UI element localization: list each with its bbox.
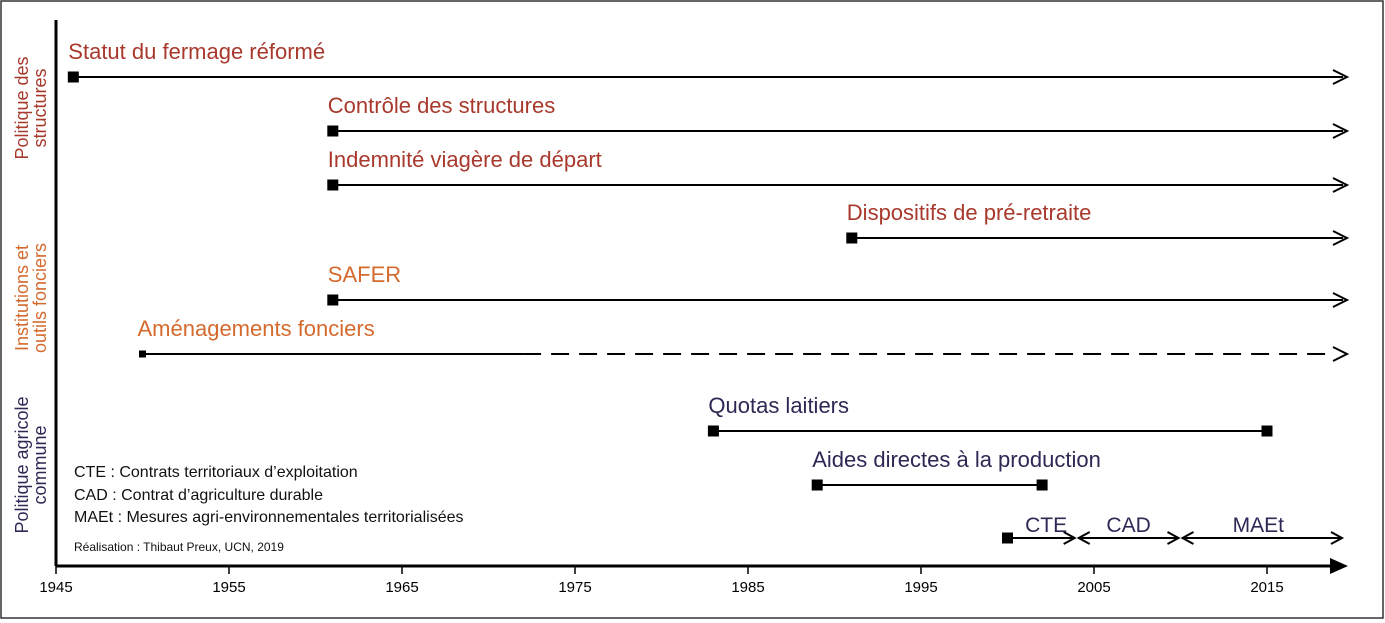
event-label-indemnite-viagere-de-depart: Indemnité viagère de départ <box>328 147 602 172</box>
event-bars: Statut du fermage réformé Contrôle des st… <box>67 39 1350 491</box>
period-right-arrow-maet <box>1330 531 1345 545</box>
event-arrowhead-safer <box>1332 292 1350 308</box>
event-start-marker-dispositifs-de-pre-retraite <box>846 232 858 244</box>
event-end-marker-quotas-laitiers <box>1261 425 1273 437</box>
event-arrowhead-indemnite-viagere-de-depart <box>1332 177 1350 193</box>
event-end-marker-aides-directes-a-la-production <box>1036 479 1048 491</box>
event-start-marker-statut-du-fermage-reforme <box>67 71 79 83</box>
period-bars: CTE CAD MAEt <box>1002 514 1345 545</box>
tick-label-1955: 1955 <box>212 579 245 596</box>
category-label-pac-line-1: commune <box>30 425 50 504</box>
tick-label-2015: 2015 <box>1250 579 1283 596</box>
event-start-marker-quotas-laitiers <box>707 425 719 437</box>
event-amenagements-fonciers: Aménagements fonciers <box>138 316 1350 362</box>
event-label-dispositifs-de-pre-retraite: Dispositifs de pré-retraite <box>847 200 1092 225</box>
event-label-quotas-laitiers: Quotas laitiers <box>708 393 849 418</box>
tick-label-1965: 1965 <box>385 579 418 596</box>
period-cad: CAD <box>1076 514 1181 545</box>
legend: CTE : Contrats territoriaux d’exploitati… <box>74 464 463 554</box>
period-start-marker-cte <box>1002 532 1013 544</box>
event-label-safer: SAFER <box>328 262 401 287</box>
event-label-controle-des-structures: Contrôle des structures <box>328 93 555 118</box>
event-dispositifs-de-pre-retraite: Dispositifs de pré-retraite <box>846 200 1350 246</box>
legend-line-cad: CAD : Contrat d’agriculture durable <box>74 487 323 504</box>
event-start-marker-safer <box>327 294 339 306</box>
category-label-structures-line-1: structures <box>30 68 50 147</box>
event-arrowhead-dispositifs-de-pre-retraite <box>1332 230 1350 246</box>
tick-label-2005: 2005 <box>1077 579 1110 596</box>
event-label-statut-du-fermage-reforme: Statut du fermage réformé <box>68 39 325 64</box>
legend-line-cte: CTE : Contrats territoriaux d’exploitati… <box>74 464 358 481</box>
category-label-foncier-line-0: Institutions et <box>12 245 32 351</box>
time-axis: 1945 1955 1965 1975 1985 1995 2005 2015 <box>39 558 1348 596</box>
event-start-marker-amenagements-fonciers <box>139 350 146 358</box>
period-left-arrow-maet <box>1180 531 1194 545</box>
event-label-aides-directes-a-la-production: Aides directes à la production <box>812 447 1101 472</box>
period-maet: MAEt <box>1180 514 1345 545</box>
period-right-arrow-cad <box>1167 531 1181 545</box>
tick-label-1945: 1945 <box>39 579 72 596</box>
event-safer: SAFER <box>327 262 1350 308</box>
period-label-maet: MAEt <box>1233 514 1285 537</box>
event-arrowhead-controle-des-structures <box>1332 123 1350 139</box>
legend-line-maet: MAEt : Mesures agri-environnementales te… <box>74 509 463 526</box>
tick-label-1995: 1995 <box>904 579 937 596</box>
event-arrowhead-amenagements-fonciers <box>1332 346 1350 362</box>
event-aides-directes-a-la-production: Aides directes à la production <box>811 447 1101 491</box>
event-controle-des-structures: Contrôle des structures <box>327 93 1350 139</box>
event-indemnite-viagere-de-depart: Indemnité viagère de départ <box>327 147 1350 193</box>
event-statut-du-fermage-reforme: Statut du fermage réformé <box>67 39 1350 85</box>
category-label-structures-line-0: Politique des <box>12 56 32 159</box>
tick-label-1975: 1975 <box>558 579 591 596</box>
time-axis-arrowhead <box>1330 558 1348 574</box>
category-label-foncier-line-1: outils fonciers <box>30 243 50 353</box>
event-label-amenagements-fonciers: Aménagements fonciers <box>138 316 375 341</box>
event-start-marker-aides-directes-a-la-production <box>811 479 823 491</box>
period-left-arrow-cad <box>1076 531 1091 545</box>
period-label-cte: CTE <box>1025 514 1067 537</box>
period-label-cad: CAD <box>1106 514 1150 537</box>
event-start-marker-indemnite-viagere-de-depart <box>327 179 339 191</box>
category-label-pac-line-0: Politique agricole <box>12 396 32 533</box>
tick-label-1985: 1985 <box>731 579 764 596</box>
event-arrowhead-statut-du-fermage-reforme <box>1332 69 1350 85</box>
event-start-marker-controle-des-structures <box>327 125 339 137</box>
period-cte: CTE <box>1002 514 1077 545</box>
event-quotas-laitiers: Quotas laitiers <box>707 393 1273 437</box>
credit: Réalisation : Thibaut Preux, UCN, 2019 <box>74 540 284 554</box>
period-right-arrow-cte <box>1063 531 1077 545</box>
